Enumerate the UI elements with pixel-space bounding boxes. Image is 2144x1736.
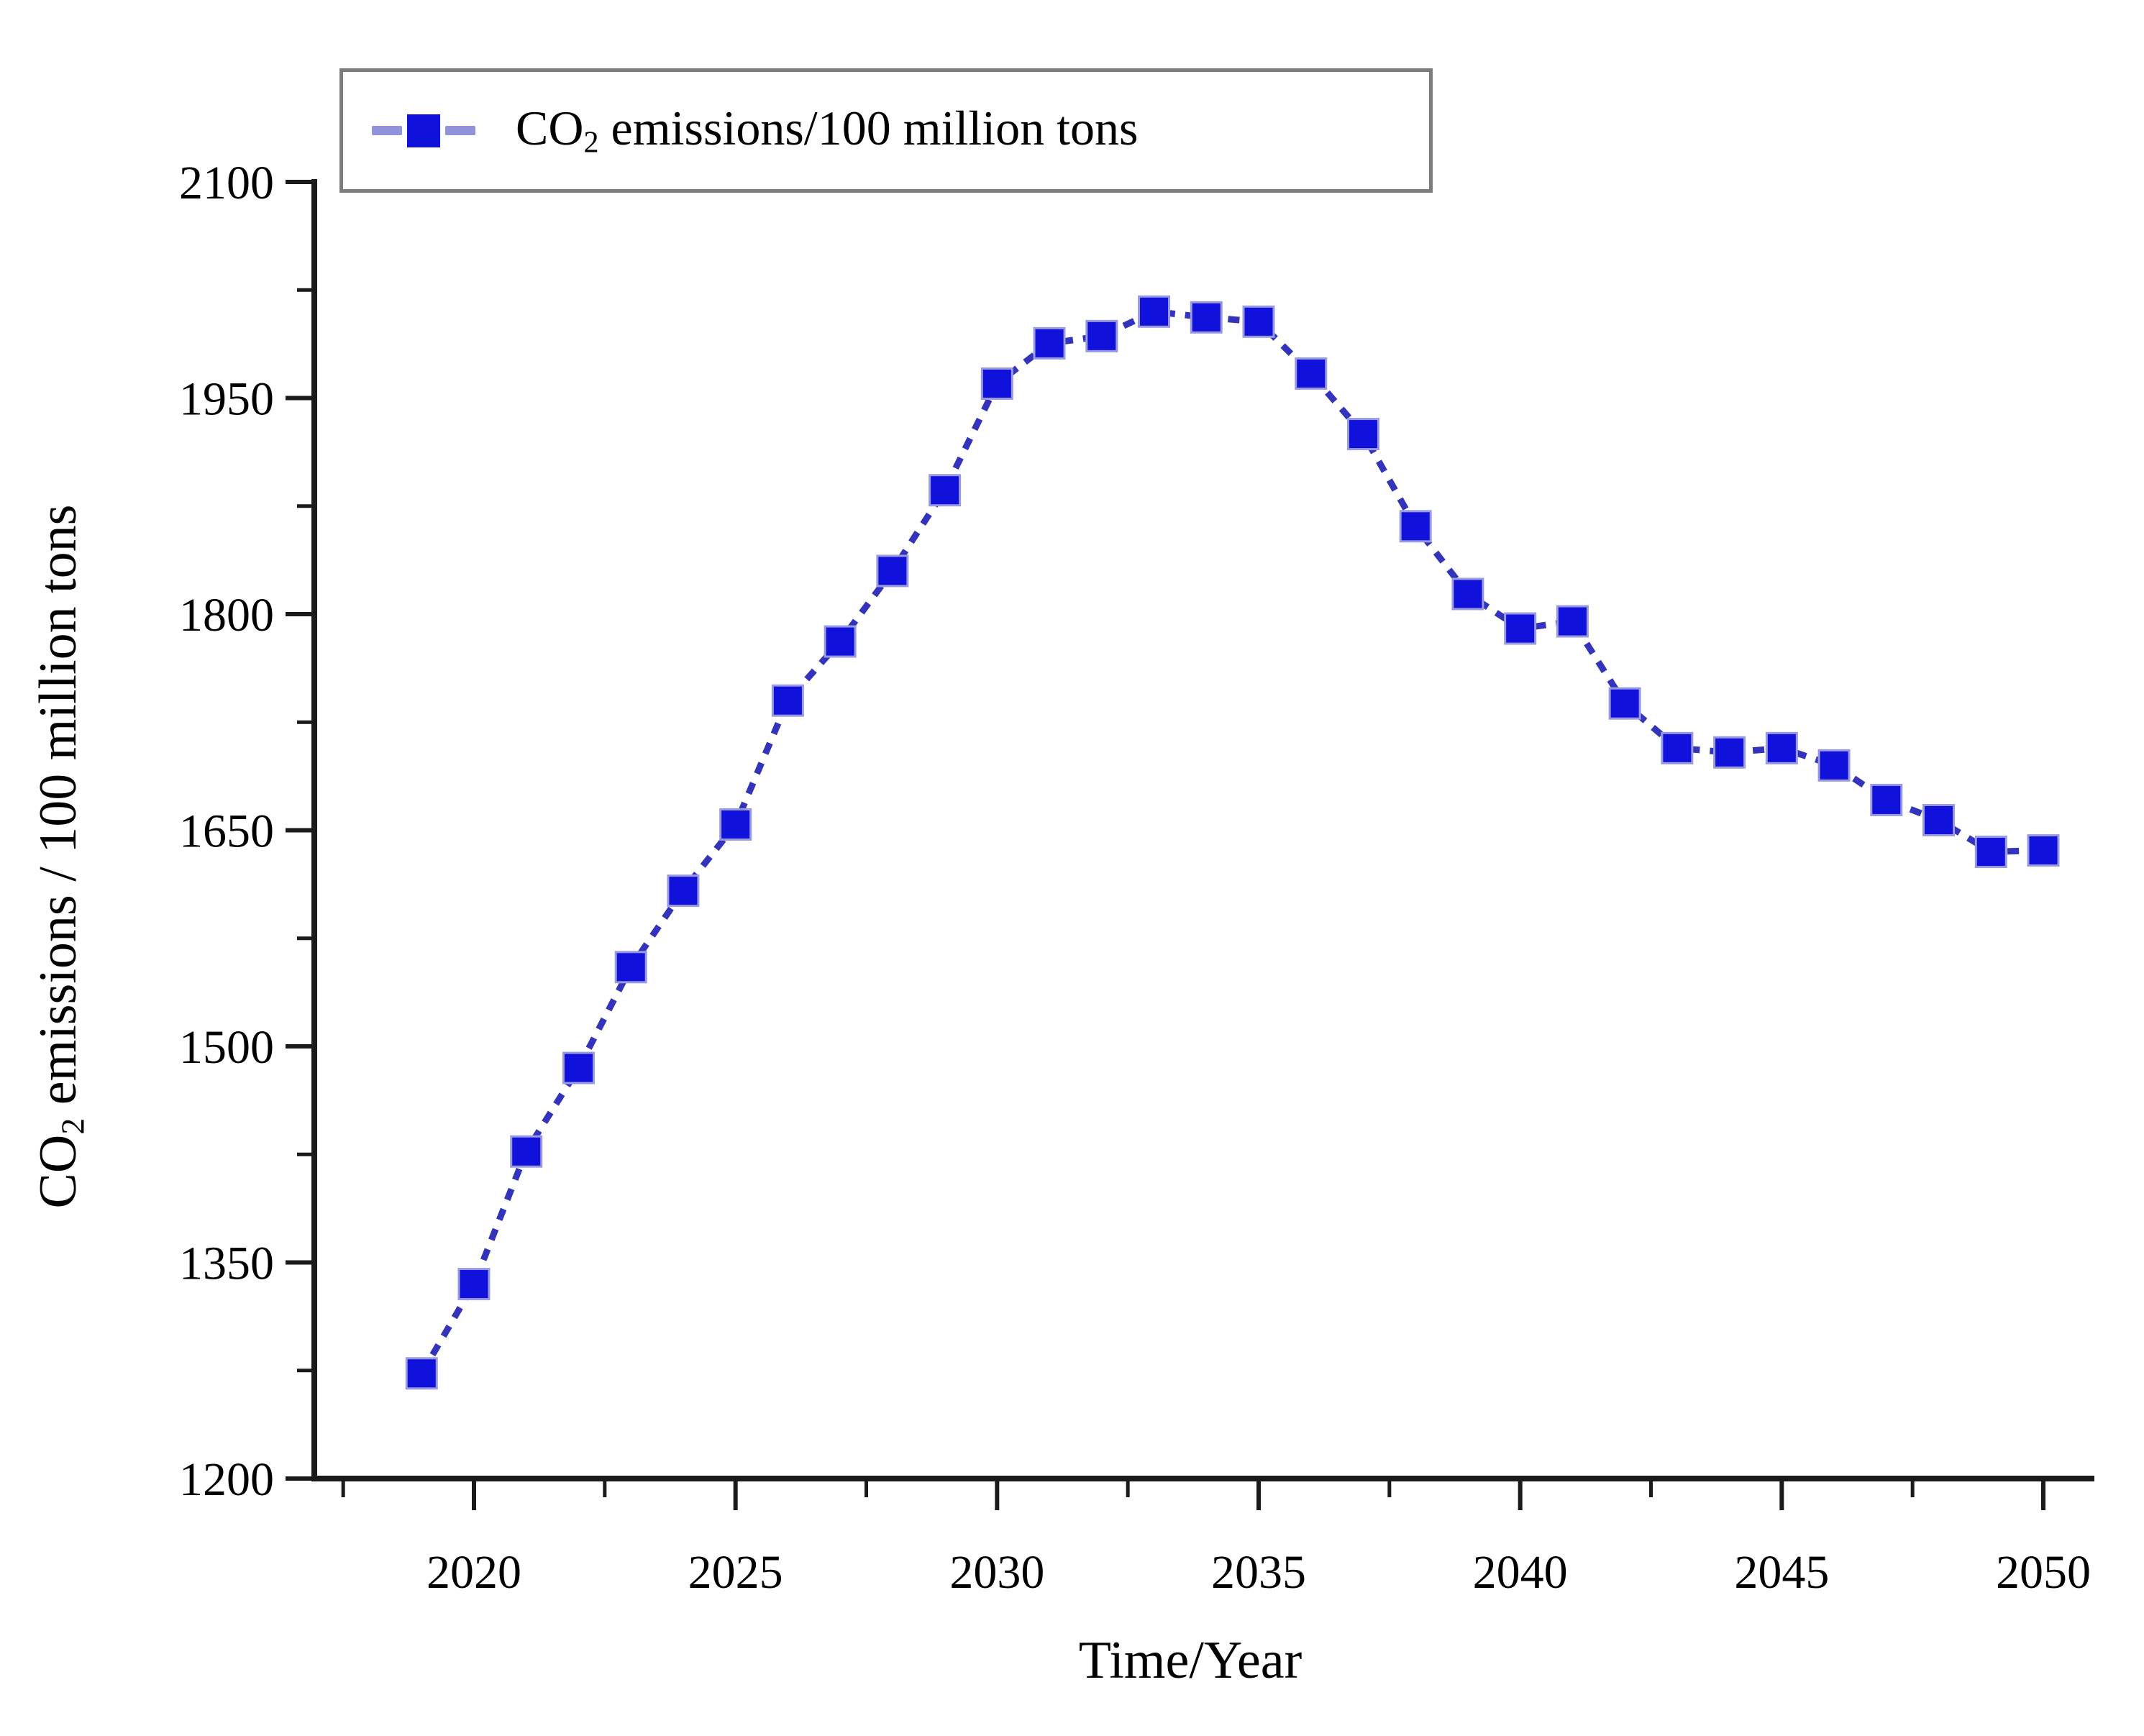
legend-marker-icon (407, 114, 440, 147)
data-point-2036 (1295, 357, 1328, 390)
data-point-2031 (1033, 326, 1066, 360)
y-tick-label: 1200 (179, 1453, 274, 1506)
data-point-2046 (1817, 749, 1851, 782)
data-point-2048 (1922, 803, 1956, 836)
x-axis-title: Time/Year (1078, 1631, 1303, 1690)
data-point-2041 (1556, 605, 1589, 638)
x-tick-label: 2030 (949, 1546, 1044, 1599)
x-tick-label: 2025 (688, 1546, 783, 1599)
x-tick-label: 2035 (1211, 1546, 1306, 1599)
data-line (419, 308, 2044, 1376)
y-axis-title: CO2 emissions / 100 million tons (29, 504, 91, 1209)
data-point-2027 (824, 625, 857, 658)
data-point-2044 (1713, 736, 1746, 769)
y-tick-label: 1500 (179, 1021, 274, 1074)
legend-dash-left (372, 126, 402, 135)
y-tick-label: 1650 (179, 805, 274, 857)
data-point-2037 (1346, 418, 1379, 451)
data-point-2028 (876, 554, 909, 588)
data-point-2034 (1190, 301, 1223, 334)
x-tick-label: 2050 (1996, 1546, 2091, 1599)
legend-dash-right (445, 126, 475, 135)
data-point-2022 (562, 1051, 595, 1084)
data-point-2040 (1504, 612, 1537, 645)
data-point-2020 (457, 1268, 491, 1301)
data-point-2039 (1451, 577, 1484, 611)
data-point-2026 (771, 684, 804, 717)
x-tick-label: 2020 (426, 1546, 521, 1599)
x-tick-label: 2040 (1473, 1546, 1568, 1599)
data-point-2033 (1138, 295, 1171, 328)
data-point-2045 (1765, 731, 1798, 764)
data-point-2025 (719, 808, 752, 841)
data-point-2049 (1974, 836, 2007, 869)
data-point-2024 (667, 874, 700, 908)
x-tick-label: 2045 (1734, 1546, 1829, 1599)
y-tick-label: 1950 (179, 373, 274, 425)
data-point-2047 (1870, 783, 1903, 816)
data-point-2019 (405, 1357, 438, 1390)
data-point-2050 (2027, 834, 2060, 867)
y-tick-label: 1350 (179, 1237, 274, 1289)
data-point-2032 (1085, 319, 1118, 352)
legend-label: CO2 emissions/100 million tons (516, 100, 1139, 160)
data-point-2038 (1399, 510, 1432, 543)
data-point-2023 (614, 951, 647, 984)
data-point-2035 (1242, 305, 1275, 338)
data-point-2021 (510, 1135, 543, 1168)
data-point-2029 (929, 474, 962, 507)
data-point-2043 (1661, 731, 1694, 764)
data-point-2030 (980, 367, 1013, 400)
y-tick-label: 2100 (179, 157, 274, 209)
y-tick-label: 1800 (179, 589, 274, 641)
legend: CO2 emissions/100 million tons (339, 68, 1433, 193)
legend-line-symbol (372, 114, 475, 147)
data-point-2042 (1608, 687, 1641, 720)
